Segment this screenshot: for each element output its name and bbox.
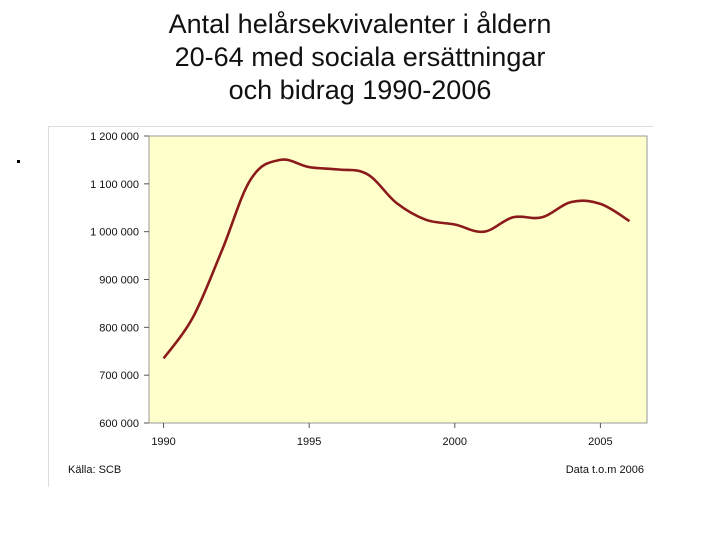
y-axis: 600 000 700 000 800 000 900 000 1 000 000 1 1…	[90, 131, 149, 430]
y-tick-label: 900 000	[99, 275, 139, 287]
y-tick-label: 1 200 000	[90, 131, 139, 143]
y-tick-label: 1 000 000	[90, 227, 139, 239]
y-tick-label: 1 100 000	[90, 179, 139, 191]
y-tick-label: 600 000	[99, 418, 139, 430]
x-tick-label: 1995	[297, 436, 321, 448]
chart-title-line-3: och bidrag 1990-2006	[228, 75, 492, 105]
data-note: Data t.o.m 2006	[566, 464, 644, 476]
x-tick-label: 2005	[588, 436, 612, 448]
chart-title-line-2: 20-64 med sociala ersättningar	[174, 42, 546, 72]
title-area: Antal helårsekvivalenter i åldern 20-64 …	[0, 0, 720, 116]
stray-dot	[17, 160, 20, 163]
x-tick-label: 1990	[151, 436, 175, 448]
chart-title: Antal helårsekvivalenter i åldern 20-64 …	[0, 8, 720, 107]
y-tick-label: 800 000	[99, 322, 139, 334]
source-note: Källa: SCB	[68, 464, 121, 476]
chart-title-line-1: Antal helårsekvivalenter i åldern	[168, 9, 552, 39]
y-tick-label: 700 000	[99, 370, 139, 382]
x-axis: 1990 1995 2000 2005	[151, 423, 613, 448]
plot-area	[148, 135, 648, 424]
x-tick-label: 2000	[443, 436, 467, 448]
series-line	[162, 158, 631, 360]
